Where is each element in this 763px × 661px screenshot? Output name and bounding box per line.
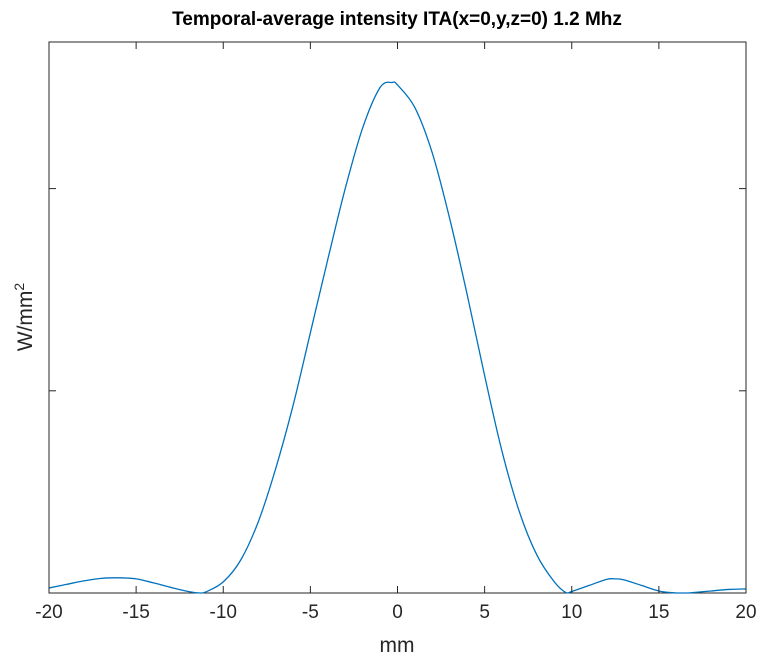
x-tick-label: -5 (302, 602, 319, 623)
axis-ticks: -20 -15 -10 -5 0 5 10 15 20 (35, 42, 757, 623)
x-tick-label: 10 (561, 602, 582, 623)
y-axis-label-text: W/mm (14, 291, 37, 352)
x-tick-label: 15 (648, 602, 669, 623)
x-tick-label: 0 (392, 602, 403, 623)
axes-box (48, 41, 747, 594)
chart-marks (48, 81, 747, 594)
y-axis-label-superscript: 2 (11, 283, 27, 291)
x-tick-label: -10 (210, 602, 237, 623)
x-axis-label: mm (380, 634, 415, 657)
x-tick-label: -20 (35, 602, 62, 623)
x-tick-label: -15 (122, 602, 149, 623)
series-line (48, 81, 747, 594)
plot-area: -20 -15 -10 -5 0 5 10 15 20 (35, 41, 757, 623)
x-tick-label: 20 (735, 602, 756, 623)
y-axis-label: W/mm2 (11, 283, 37, 352)
chart-title: Temporal-average intensity ITA(x=0,y,z=0… (172, 9, 622, 30)
x-tick-label: 5 (479, 602, 490, 623)
